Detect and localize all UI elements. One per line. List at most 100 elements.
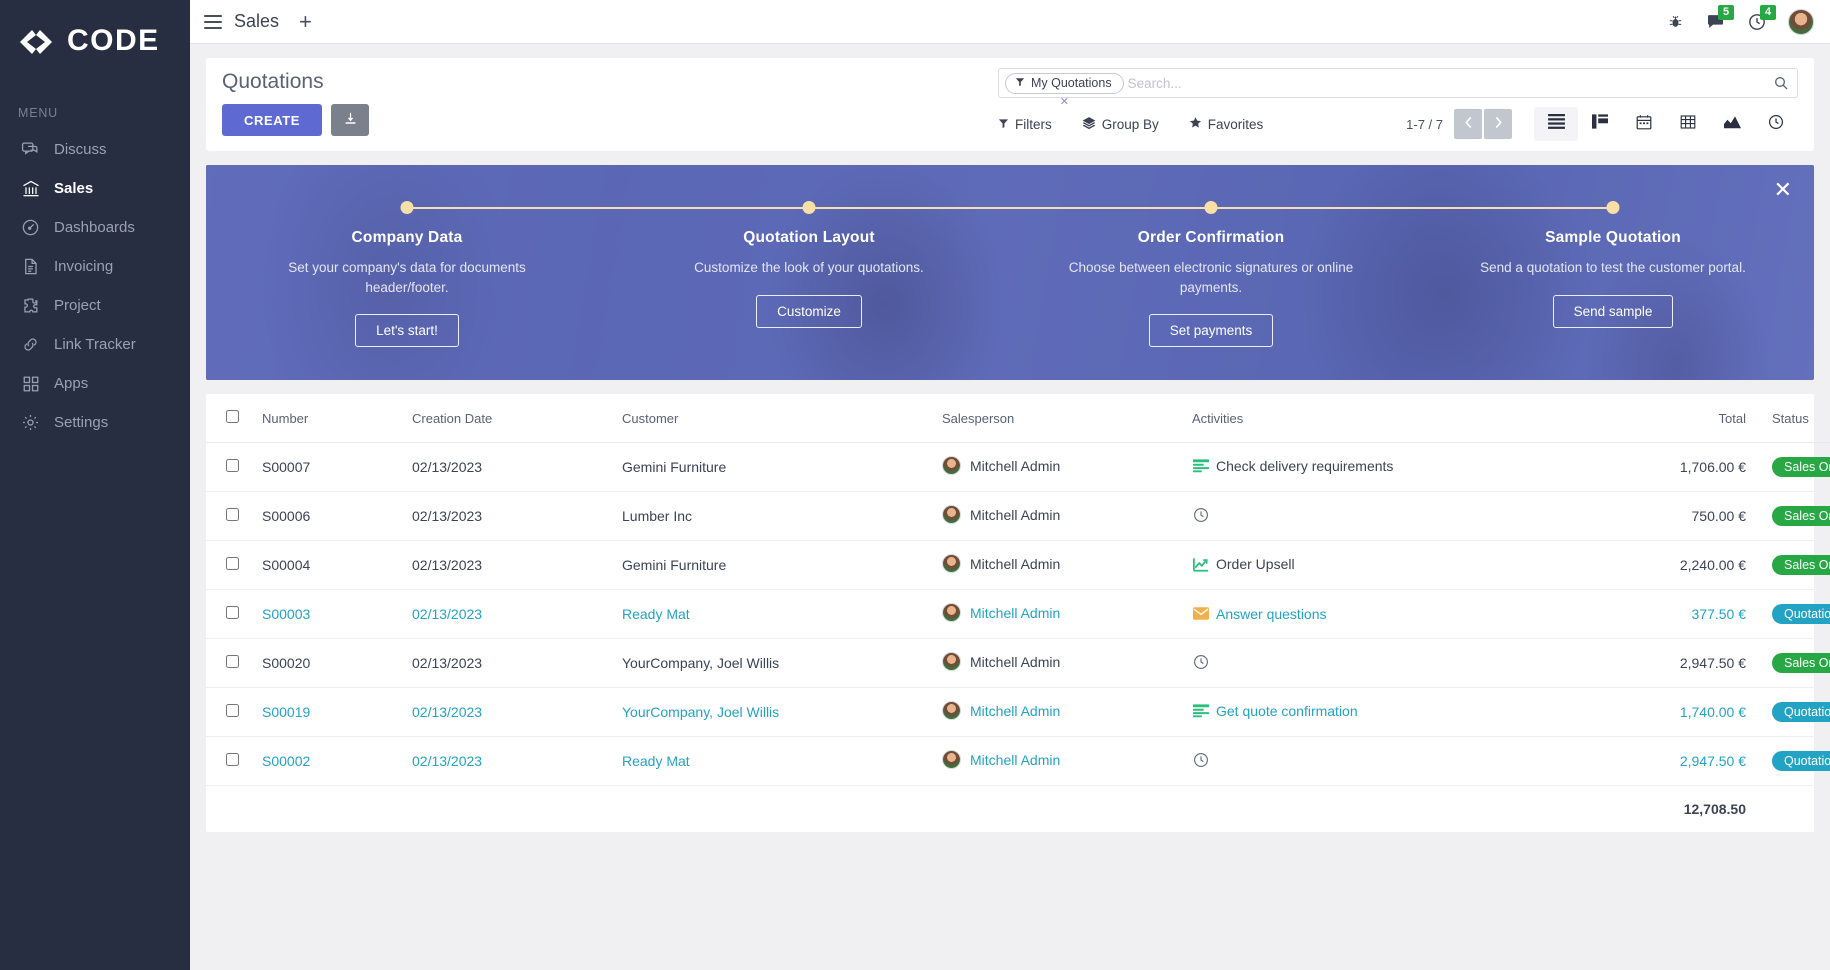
grand-total-value: 12,708.50 — [1683, 801, 1746, 817]
cell-activities[interactable] — [1184, 736, 1604, 786]
table-row[interactable]: S00003 02/13/2023 Ready Mat Mitchell Admin A… — [206, 589, 1830, 639]
cell-number[interactable]: S00006 — [254, 491, 404, 541]
cell-customer[interactable]: YourCompany, Joel Willis — [614, 638, 934, 688]
column-header-number[interactable]: Number — [254, 394, 404, 443]
cell-salesperson[interactable]: Mitchell Admin — [934, 540, 1184, 590]
row-checkbox[interactable] — [226, 508, 239, 521]
cell-creation-date[interactable]: 02/13/2023 — [404, 736, 614, 786]
view-button-activity[interactable] — [1754, 107, 1798, 141]
cell-number[interactable]: S00004 — [254, 540, 404, 590]
search-bar[interactable]: My Quotations ✕ — [998, 68, 1798, 108]
view-button-pivot[interactable] — [1666, 107, 1710, 141]
cell-salesperson[interactable]: Mitchell Admin — [934, 491, 1184, 541]
sidebar-item-invoicing[interactable]: Invoicing — [0, 247, 190, 286]
table-row[interactable]: S00020 02/13/2023 YourCompany, Joel Willis… — [206, 638, 1830, 688]
cell-customer[interactable]: Ready Mat — [614, 589, 934, 639]
brand[interactable]: CODE — [0, 18, 190, 58]
cell-number[interactable]: S00007 — [254, 442, 404, 492]
sidebar-item-settings[interactable]: Settings — [0, 403, 190, 442]
cell-salesperson[interactable]: Mitchell Admin — [934, 687, 1184, 737]
row-checkbox[interactable] — [226, 704, 239, 717]
view-button-graph[interactable] — [1710, 107, 1754, 141]
view-button-list[interactable] — [1534, 107, 1578, 141]
cell-creation-date[interactable]: 02/13/2023 — [404, 540, 614, 590]
step-action-button[interactable]: Customize — [756, 294, 862, 328]
row-checkbox[interactable] — [226, 753, 239, 766]
cell-customer[interactable]: YourCompany, Joel Willis — [614, 687, 934, 737]
view-button-kanban[interactable] — [1578, 107, 1622, 141]
column-header-creation-date[interactable]: Creation Date — [404, 394, 614, 443]
cell-number[interactable]: S00019 — [254, 687, 404, 737]
topbar-app-title[interactable]: Sales — [234, 11, 280, 31]
user-avatar[interactable] — [1788, 8, 1814, 35]
row-checkbox[interactable] — [226, 557, 239, 570]
view-button-calendar[interactable] — [1622, 107, 1666, 141]
bug-icon[interactable] — [1667, 13, 1684, 30]
table-row[interactable]: S00004 02/13/2023 Gemini Furniture Mitchell… — [206, 540, 1830, 590]
cell-creation-date[interactable]: 02/13/2023 — [404, 589, 614, 639]
step-action-button[interactable]: Let's start! — [355, 314, 459, 348]
cell-customer[interactable]: Ready Mat — [614, 736, 934, 786]
table-row[interactable]: S00006 02/13/2023 Lumber Inc Mitchell Admin… — [206, 491, 1830, 541]
step-action-button[interactable]: Set payments — [1148, 314, 1274, 348]
search-icon[interactable] — [1773, 75, 1789, 91]
cell-salesperson[interactable]: Mitchell Admin — [934, 638, 1184, 688]
table-row[interactable]: S00002 02/13/2023 Ready Mat Mitchell Admin 2… — [206, 736, 1830, 786]
cell-customer[interactable]: Gemini Furniture — [614, 540, 934, 590]
cell-number[interactable]: S00003 — [254, 589, 404, 639]
cell-creation-date[interactable]: 02/13/2023 — [404, 442, 614, 492]
cell-number[interactable]: S00002 — [254, 736, 404, 786]
activities-button[interactable]: 4 — [1747, 4, 1776, 32]
add-tab-button[interactable]: + — [299, 8, 312, 34]
create-button[interactable]: CREATE — [222, 104, 323, 136]
cell-activities[interactable]: Answer questions — [1184, 589, 1604, 639]
cell-salesperson[interactable]: Mitchell Admin — [934, 736, 1184, 786]
cell-creation-date[interactable]: 02/13/2023 — [404, 638, 614, 688]
cell-customer[interactable]: Gemini Furniture — [614, 442, 934, 492]
sidebar-item-sales[interactable]: Sales — [0, 169, 190, 208]
cell-number[interactable]: S00020 — [254, 638, 404, 688]
row-checkbox[interactable] — [226, 459, 239, 472]
row-checkbox[interactable] — [226, 606, 239, 619]
sidebar-item-dashboards[interactable]: Dashboards — [0, 208, 190, 247]
messages-button[interactable]: 5 — [1705, 5, 1734, 31]
pager-previous-button[interactable] — [1454, 109, 1482, 139]
table-row[interactable]: S00019 02/13/2023 YourCompany, Joel Willis… — [206, 687, 1830, 737]
cell-salesperson[interactable]: Mitchell Admin — [934, 589, 1184, 639]
cell-creation-date[interactable]: 02/13/2023 — [404, 491, 614, 541]
row-checkbox[interactable] — [226, 655, 239, 668]
cell-salesperson[interactable]: Mitchell Admin — [934, 442, 1184, 492]
sidebar-item-discuss[interactable]: Discuss — [0, 130, 190, 169]
column-header-salesperson[interactable]: Salesperson — [934, 394, 1184, 443]
column-header-activities[interactable]: Activities — [1184, 394, 1604, 443]
sidebar-item-label: Sales — [54, 180, 94, 197]
cell-activities[interactable]: Check delivery requirements — [1184, 442, 1604, 492]
filters-dropdown[interactable]: Filters — [998, 117, 1052, 132]
cell-activities[interactable] — [1184, 491, 1604, 541]
column-header-customer[interactable]: Customer — [614, 394, 934, 443]
close-icon[interactable]: ✕ — [1773, 177, 1792, 202]
sidebar-item-link-tracker[interactable]: Link Tracker — [0, 325, 190, 364]
cell-customer[interactable]: Lumber Inc — [614, 491, 934, 541]
column-header-total[interactable]: Total — [1604, 394, 1754, 443]
select-all-checkbox[interactable] — [226, 410, 239, 423]
column-header-status[interactable]: Status — [1754, 394, 1830, 443]
sidebar-item-apps[interactable]: Apps — [0, 364, 190, 403]
hamburger-icon[interactable] — [204, 14, 222, 29]
group-by-dropdown[interactable]: Group By — [1082, 116, 1159, 133]
table-row[interactable]: S00007 02/13/2023 Gemini Furniture Mitchell… — [206, 442, 1830, 492]
favorites-dropdown[interactable]: Favorites — [1189, 116, 1263, 132]
search-facet-my-quotations[interactable]: My Quotations ✕ — [1005, 72, 1124, 108]
pager-next-button[interactable] — [1484, 109, 1512, 139]
cell-activities[interactable] — [1184, 638, 1604, 688]
import-button[interactable] — [331, 104, 370, 136]
search-input[interactable] — [1123, 75, 1773, 91]
search-facet-remove-icon[interactable]: ✕ — [1059, 95, 1069, 108]
cell-activities[interactable]: Order Upsell — [1184, 540, 1604, 590]
cell-total: 2,947.50 € — [1604, 638, 1754, 688]
cell-creation-date[interactable]: 02/13/2023 — [404, 687, 614, 737]
cell-activities[interactable]: Get quote confirmation — [1184, 687, 1604, 737]
step-action-button[interactable]: Send sample — [1552, 294, 1674, 328]
sidebar-item-project[interactable]: Project — [0, 286, 190, 325]
